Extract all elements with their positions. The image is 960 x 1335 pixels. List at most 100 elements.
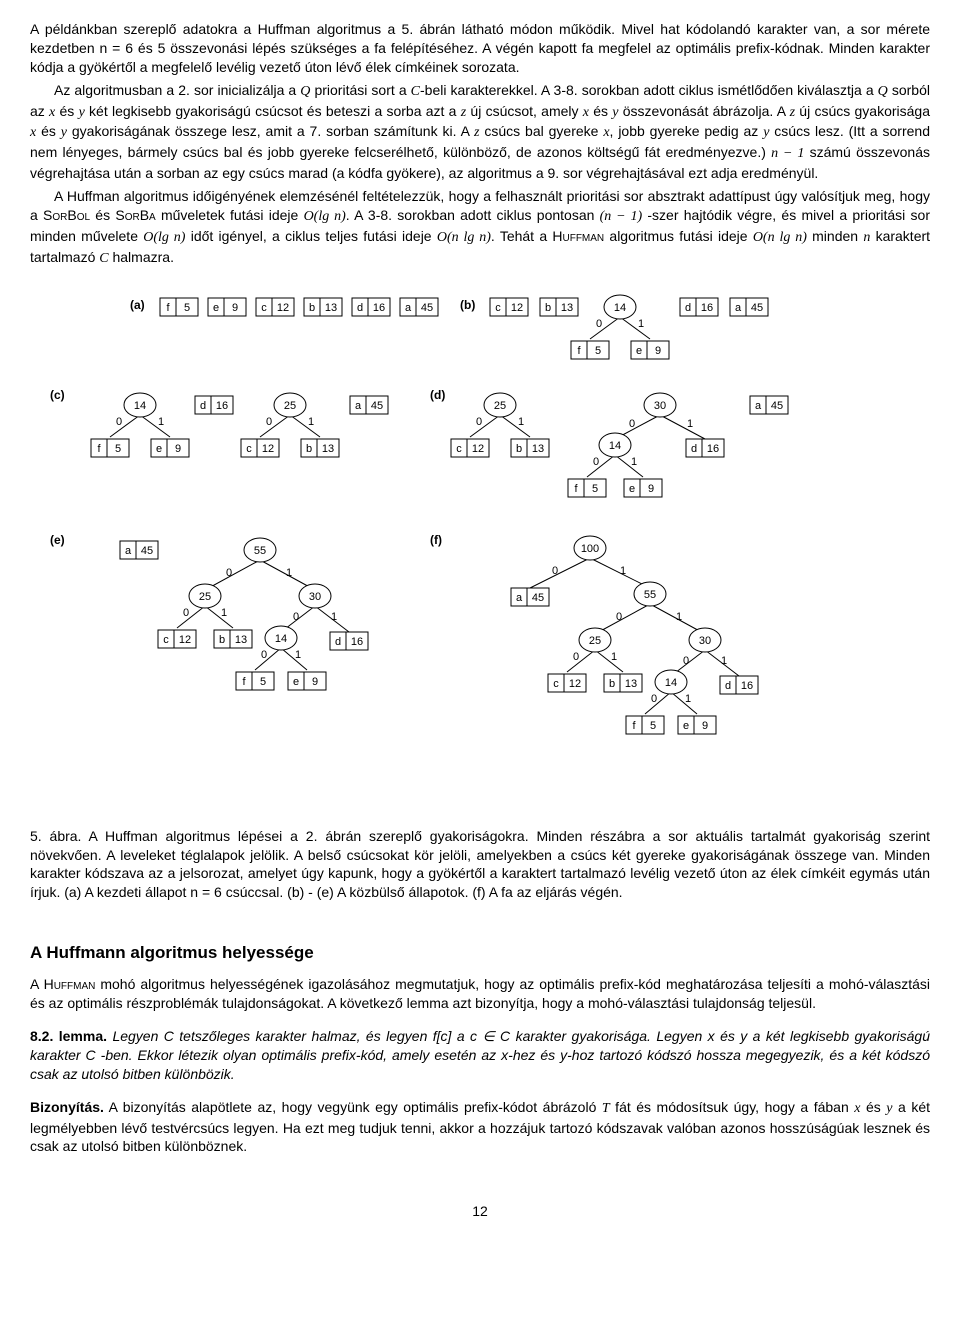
- svg-text:5: 5: [592, 483, 598, 495]
- svg-text:c: c: [246, 443, 252, 455]
- svg-text:0: 0: [651, 693, 657, 705]
- proof: Bizonyítás. A bizonyítás alapötlete az, …: [30, 1098, 930, 1157]
- svg-text:9: 9: [312, 676, 318, 688]
- svg-text:b: b: [609, 678, 615, 690]
- svg-text:16: 16: [701, 302, 713, 314]
- svg-text:b: b: [219, 634, 225, 646]
- svg-text:c: c: [553, 678, 559, 690]
- svg-text:16: 16: [216, 400, 228, 412]
- svg-text:b: b: [306, 443, 312, 455]
- svg-text:a: a: [355, 400, 362, 412]
- svg-text:1: 1: [286, 567, 292, 579]
- svg-text:b: b: [516, 443, 522, 455]
- svg-text:e: e: [293, 676, 299, 688]
- huffman-figure-svg: (a)f5e9c12b13d16a45(b)c12b130114f5e9d16a…: [30, 285, 930, 815]
- svg-text:a: a: [405, 302, 412, 314]
- svg-text:16: 16: [373, 302, 385, 314]
- svg-text:b: b: [545, 302, 551, 314]
- svg-text:14: 14: [614, 302, 626, 314]
- svg-text:0: 0: [616, 611, 622, 623]
- svg-text:1: 1: [676, 611, 682, 623]
- svg-text:13: 13: [235, 634, 247, 646]
- svg-text:e: e: [629, 483, 635, 495]
- svg-text:13: 13: [625, 678, 637, 690]
- svg-text:d: d: [357, 302, 363, 314]
- svg-text:55: 55: [644, 589, 656, 601]
- svg-text:1: 1: [631, 456, 637, 468]
- svg-text:1: 1: [638, 318, 644, 330]
- svg-text:(b): (b): [460, 298, 475, 312]
- svg-text:12: 12: [262, 443, 274, 455]
- svg-text:25: 25: [284, 400, 296, 412]
- svg-text:45: 45: [371, 400, 383, 412]
- svg-text:0: 0: [593, 456, 599, 468]
- paragraph-1: A példánkban szereplő adatokra a Huffman…: [30, 20, 930, 77]
- svg-text:45: 45: [751, 302, 763, 314]
- svg-text:45: 45: [421, 302, 433, 314]
- section-title: A Huffmann algoritmus helyessége: [30, 942, 930, 965]
- svg-text:12: 12: [472, 443, 484, 455]
- svg-text:9: 9: [648, 483, 654, 495]
- svg-text:45: 45: [141, 545, 153, 557]
- svg-text:(a): (a): [130, 298, 145, 312]
- svg-text:(d): (d): [430, 388, 445, 402]
- svg-text:1: 1: [158, 416, 164, 428]
- svg-text:a: a: [755, 400, 762, 412]
- svg-text:13: 13: [322, 443, 334, 455]
- svg-text:1: 1: [221, 607, 227, 619]
- lemma-8-2: 8.2. lemma. Legyen C tetszőleges karakte…: [30, 1027, 930, 1084]
- svg-text:1: 1: [518, 416, 524, 428]
- svg-text:0: 0: [552, 565, 558, 577]
- svg-text:13: 13: [561, 302, 573, 314]
- svg-text:0: 0: [683, 655, 689, 667]
- figure-5-caption: 5. ábra. A Huffman algoritmus lépései a …: [30, 827, 930, 903]
- svg-text:1: 1: [611, 651, 617, 663]
- svg-text:d: d: [691, 443, 697, 455]
- svg-text:c: c: [163, 634, 169, 646]
- svg-text:9: 9: [702, 720, 708, 732]
- svg-text:25: 25: [494, 400, 506, 412]
- svg-text:(c): (c): [50, 388, 65, 402]
- svg-text:d: d: [200, 400, 206, 412]
- svg-text:c: c: [261, 302, 267, 314]
- svg-text:16: 16: [351, 636, 363, 648]
- svg-text:14: 14: [275, 633, 287, 645]
- svg-text:30: 30: [309, 591, 321, 603]
- svg-text:d: d: [685, 302, 691, 314]
- svg-text:25: 25: [199, 591, 211, 603]
- svg-text:14: 14: [609, 440, 621, 452]
- svg-text:0: 0: [596, 318, 602, 330]
- svg-text:14: 14: [665, 677, 677, 689]
- svg-text:12: 12: [277, 302, 289, 314]
- svg-text:0: 0: [629, 418, 635, 430]
- svg-text:5: 5: [115, 443, 121, 455]
- svg-text:25: 25: [589, 635, 601, 647]
- svg-text:b: b: [309, 302, 315, 314]
- svg-text:e: e: [636, 345, 642, 357]
- paragraph-4: A Huffman mohó algoritmus helyességének …: [30, 975, 930, 1013]
- svg-text:c: c: [456, 443, 462, 455]
- svg-text:1: 1: [308, 416, 314, 428]
- svg-text:9: 9: [655, 345, 661, 357]
- svg-text:9: 9: [175, 443, 181, 455]
- svg-text:0: 0: [183, 607, 189, 619]
- svg-text:14: 14: [134, 400, 146, 412]
- svg-text:5: 5: [260, 676, 266, 688]
- svg-text:0: 0: [116, 416, 122, 428]
- svg-text:16: 16: [741, 680, 753, 692]
- svg-text:1: 1: [331, 611, 337, 623]
- svg-text:45: 45: [771, 400, 783, 412]
- svg-text:0: 0: [261, 649, 267, 661]
- svg-text:a: a: [125, 545, 132, 557]
- svg-text:0: 0: [573, 651, 579, 663]
- svg-text:5: 5: [595, 345, 601, 357]
- svg-text:30: 30: [654, 400, 666, 412]
- svg-text:(f): (f): [430, 533, 442, 547]
- svg-text:12: 12: [511, 302, 523, 314]
- svg-text:c: c: [495, 302, 501, 314]
- svg-text:1: 1: [721, 655, 727, 667]
- svg-text:12: 12: [569, 678, 581, 690]
- svg-text:1: 1: [685, 693, 691, 705]
- page-number: 12: [30, 1202, 930, 1221]
- svg-text:12: 12: [179, 634, 191, 646]
